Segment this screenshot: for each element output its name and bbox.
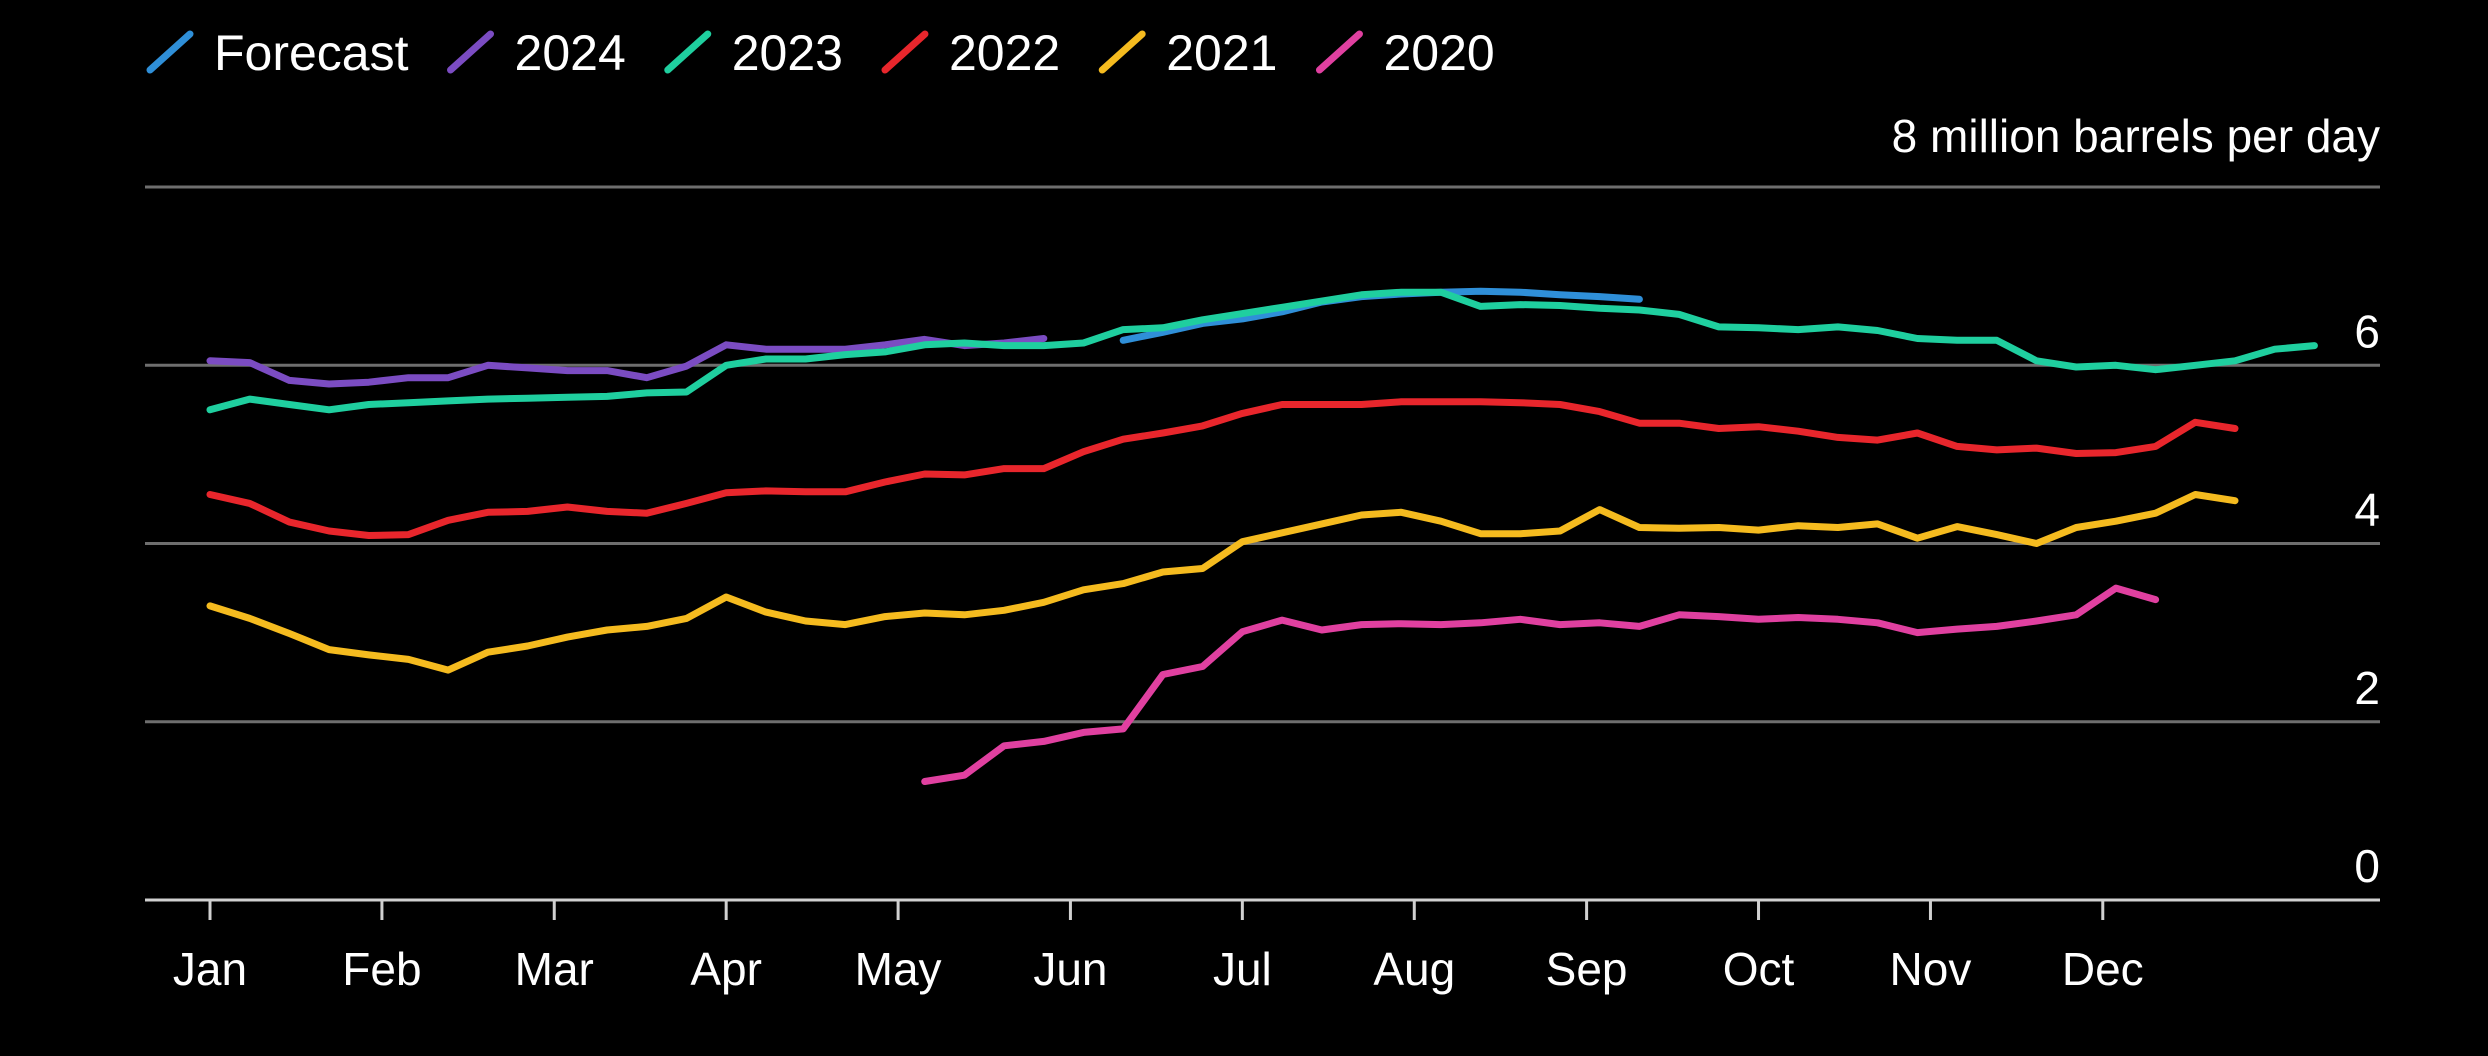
legend-label: 2023 [732, 25, 843, 81]
legend-swatch [664, 30, 712, 74]
y-tick-label: 0 [2354, 840, 2380, 892]
x-tick-label: Mar [515, 943, 594, 995]
x-tick-label: May [855, 943, 942, 995]
gridlines [145, 185, 2380, 724]
legend-label: 2020 [1383, 25, 1494, 81]
x-tick-label: Oct [1723, 943, 1795, 995]
legend: Forecast 2024 2023 2022 2021 2020 [146, 25, 1495, 81]
x-tick-label: Sep [1546, 943, 1628, 995]
unit-label: 8 million barrels per day [1892, 110, 2380, 162]
series-line [206, 335, 1048, 388]
legend-swatch [447, 30, 495, 74]
y-tick-label: 4 [2354, 484, 2380, 536]
legend-swatch [146, 30, 194, 74]
legend-label: Forecast [214, 25, 409, 81]
x-tick-label: Nov [1890, 943, 1972, 995]
series-line [206, 491, 2239, 674]
legend-label: 2021 [1166, 25, 1277, 81]
x-tick-label: Feb [342, 943, 421, 995]
legend-label: 2022 [949, 25, 1060, 81]
legend-label: 2024 [515, 25, 626, 81]
x-tick-label: Dec [2062, 943, 2144, 995]
x-tick-label: Aug [1373, 943, 1455, 995]
x-tick-label: Apr [690, 943, 762, 995]
x-tick-label: Jan [173, 943, 247, 995]
series-line [921, 584, 2160, 785]
series-line [206, 398, 2239, 539]
series-lines [206, 287, 2318, 785]
y-tick-label: 2 [2354, 662, 2380, 714]
legend-swatch [1315, 30, 1363, 74]
y-tick-label: 6 [2354, 305, 2380, 357]
legend-swatch [1098, 30, 1146, 74]
y-axis-tick-labels: 0 2 4 6 [2354, 305, 2380, 892]
x-axis: Jan Feb Mar Apr May Jun Jul Aug Sep Oct Nov Dec [145, 898, 2380, 995]
x-tick-label: Jul [1213, 943, 1272, 995]
legend-swatch [881, 30, 929, 74]
series-line [206, 288, 2318, 414]
x-tick-label: Jun [1033, 943, 1107, 995]
